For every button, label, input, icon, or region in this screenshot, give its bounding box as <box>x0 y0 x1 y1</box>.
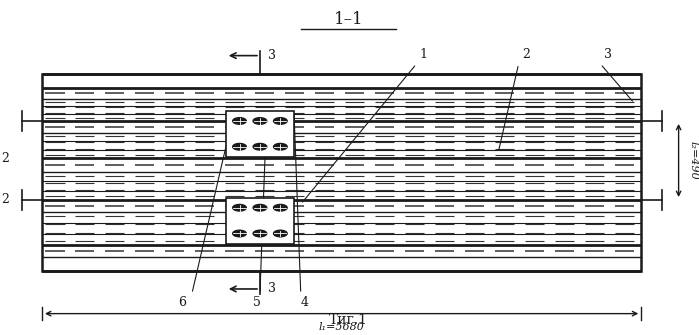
Circle shape <box>253 118 267 124</box>
Bar <box>226 198 294 244</box>
Text: 2: 2 <box>522 48 530 61</box>
Text: 6: 6 <box>178 295 186 309</box>
Text: 5: 5 <box>252 295 261 309</box>
Text: Τиг.1: Τиг.1 <box>329 313 368 327</box>
Circle shape <box>233 143 246 150</box>
Text: 2: 2 <box>1 193 8 206</box>
Text: l₁=5680: l₁=5680 <box>319 322 365 332</box>
Circle shape <box>253 204 267 211</box>
Text: 3: 3 <box>268 282 276 295</box>
Circle shape <box>253 230 267 237</box>
Text: 1: 1 <box>420 48 428 61</box>
Circle shape <box>273 204 287 211</box>
Bar <box>42 74 641 271</box>
Circle shape <box>253 143 267 150</box>
Circle shape <box>273 230 287 237</box>
Text: 4: 4 <box>300 295 308 309</box>
Text: 3: 3 <box>604 48 612 61</box>
Circle shape <box>233 204 246 211</box>
Circle shape <box>233 118 246 124</box>
Text: l₂=490: l₂=490 <box>689 141 698 180</box>
Circle shape <box>273 143 287 150</box>
Circle shape <box>273 118 287 124</box>
Text: 1–1: 1–1 <box>333 11 363 28</box>
Text: 3: 3 <box>268 49 276 62</box>
Circle shape <box>233 230 246 237</box>
Text: 2: 2 <box>1 152 8 165</box>
Bar <box>226 111 294 157</box>
